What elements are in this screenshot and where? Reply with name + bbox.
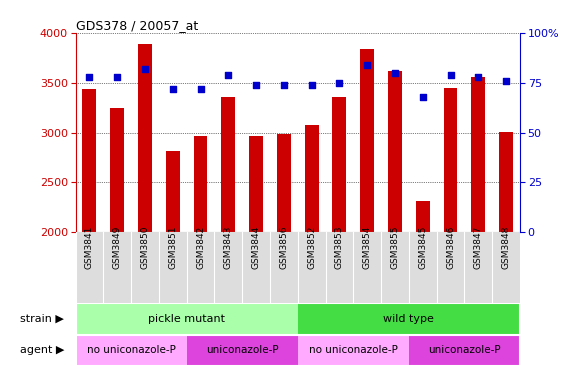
Bar xyxy=(193,135,207,232)
Point xyxy=(85,74,94,80)
Point xyxy=(335,80,344,86)
Text: no uniconazole-P: no uniconazole-P xyxy=(309,346,398,355)
Point xyxy=(196,86,205,92)
Point xyxy=(474,74,483,80)
Point xyxy=(446,72,455,78)
Point xyxy=(252,82,261,88)
Point xyxy=(307,82,316,88)
Bar xyxy=(76,303,298,335)
Point xyxy=(418,94,428,100)
Bar xyxy=(249,135,263,232)
Text: agent ▶: agent ▶ xyxy=(20,346,64,355)
Text: wild type: wild type xyxy=(383,314,435,324)
Bar xyxy=(221,97,235,232)
Bar xyxy=(187,335,298,366)
Bar xyxy=(471,77,485,232)
Bar xyxy=(166,150,180,232)
Bar xyxy=(444,88,457,232)
Bar xyxy=(83,89,96,232)
Bar xyxy=(409,335,520,366)
Point xyxy=(363,62,372,68)
Point xyxy=(224,72,233,78)
Bar xyxy=(298,335,409,366)
Bar xyxy=(76,335,187,366)
Bar xyxy=(360,49,374,232)
Point xyxy=(501,78,511,84)
Bar xyxy=(499,132,513,232)
Text: no uniconazole-P: no uniconazole-P xyxy=(87,346,175,355)
Bar xyxy=(332,97,346,232)
Bar xyxy=(416,201,430,232)
Text: pickle mutant: pickle mutant xyxy=(148,314,225,324)
Point xyxy=(141,66,150,72)
Bar xyxy=(388,71,402,232)
Text: uniconazole-P: uniconazole-P xyxy=(206,346,278,355)
Point xyxy=(168,86,177,92)
Point xyxy=(113,74,122,80)
Bar xyxy=(298,303,520,335)
Point xyxy=(390,70,400,76)
Point xyxy=(279,82,289,88)
Text: GDS378 / 20057_at: GDS378 / 20057_at xyxy=(76,19,198,32)
Bar xyxy=(110,108,124,232)
Bar xyxy=(304,124,318,232)
Text: strain ▶: strain ▶ xyxy=(20,314,64,324)
Bar xyxy=(138,44,152,232)
Bar xyxy=(277,134,291,232)
Text: uniconazole-P: uniconazole-P xyxy=(428,346,501,355)
